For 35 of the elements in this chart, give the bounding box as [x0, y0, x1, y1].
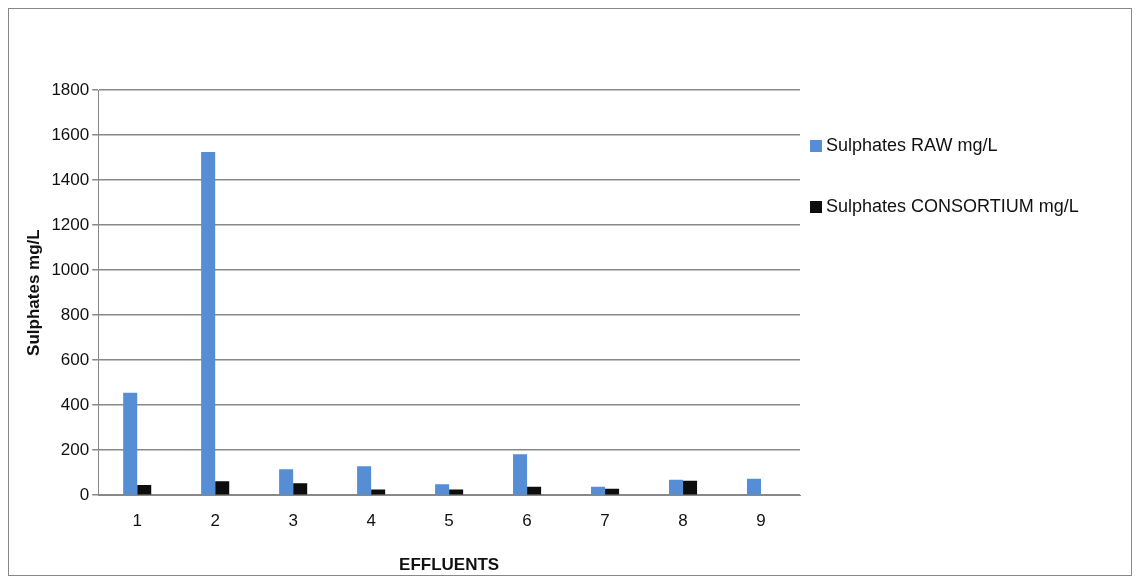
bar [123, 392, 138, 495]
bar [137, 485, 152, 495]
y-tick-label: 1400 [51, 169, 90, 189]
bar [293, 483, 308, 495]
legend-label: Sulphates CONSORTIUM mg/L [826, 196, 1079, 217]
y-tick-label: 1200 [51, 214, 90, 234]
x-tick-label: 9 [756, 511, 766, 531]
x-tick-label: 7 [600, 511, 610, 531]
x-tick-label: 6 [522, 511, 532, 531]
bar [201, 151, 216, 495]
x-tick-label: 2 [210, 511, 220, 531]
y-tick-label: 1600 [51, 124, 90, 144]
y-tick-label: 0 [79, 484, 90, 504]
y-tick-label: 200 [60, 439, 90, 459]
bar [279, 469, 294, 495]
y-tick-label: 800 [60, 304, 90, 324]
y-tick-label: 1000 [51, 259, 90, 279]
y-tick-label: 600 [60, 349, 90, 369]
y-axis-title: Sulphates mg/L [23, 229, 43, 356]
x-tick-label: 5 [444, 511, 454, 531]
bar [435, 484, 450, 495]
bar [513, 454, 528, 495]
y-tick-label: 400 [60, 394, 90, 414]
bar [683, 480, 698, 495]
x-tick-label: 8 [678, 511, 688, 531]
bar [215, 481, 230, 495]
bar [669, 479, 684, 495]
bar [746, 478, 762, 495]
x-axis-title: EFFLUENTS [399, 555, 500, 575]
y-tick-label: 1800 [51, 79, 90, 99]
legend-label: Sulphates RAW mg/L [826, 135, 998, 156]
x-tick-label: 3 [288, 511, 298, 531]
x-tick-label: 1 [132, 511, 142, 531]
bar [357, 466, 372, 495]
x-tick-label: 4 [366, 511, 376, 531]
